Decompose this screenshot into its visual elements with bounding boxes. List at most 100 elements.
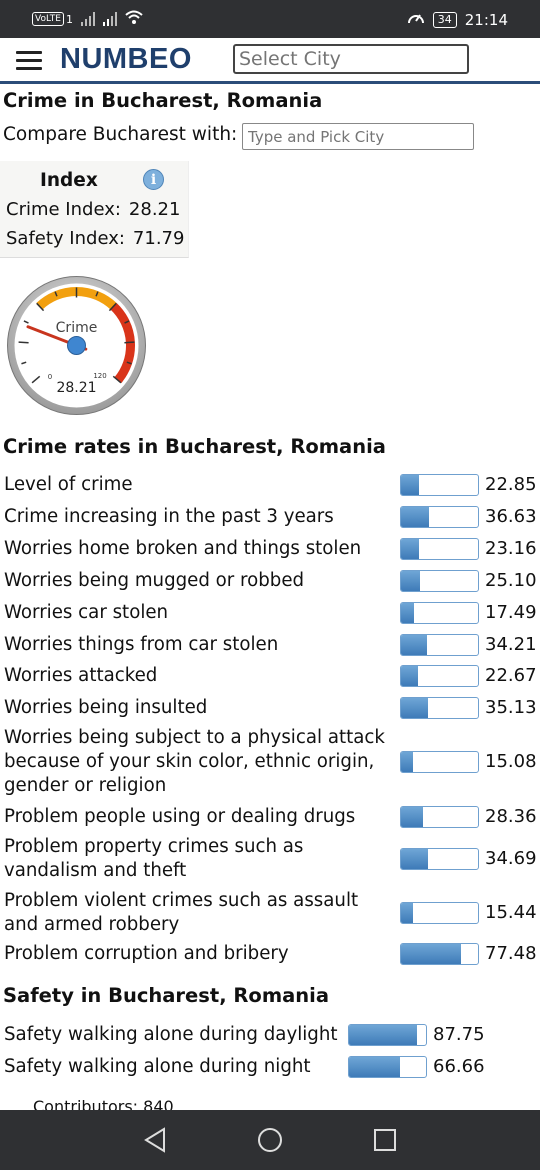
safety-title: Safety in Bucharest, Romania [3,984,330,1007]
crime-rate-value: 25.10 [485,570,537,591]
safety-bar [348,1056,427,1078]
crime-rate-row: Problem violent crimes such as assault a… [0,889,540,937]
crime-rate-bar [400,506,479,528]
safety-label: Safety walking alone during night [4,1056,311,1077]
wifi-icon [125,10,143,28]
crime-rate-bar [400,697,479,719]
safety-row: Safety walking alone during daylight 87.7… [0,1023,540,1047]
crime-rate-bar-fill [401,752,413,772]
crime-rate-value: 34.69 [485,848,537,869]
crime-rate-bar-fill [401,944,461,964]
crime-rate-bar [400,943,479,965]
crime-rate-label: Problem people using or dealing drugs [4,806,356,827]
crime-rate-row: Problem corruption and bribery 77.48 [0,942,540,966]
gauge-tick [126,361,132,365]
select-city-input[interactable] [233,44,469,74]
crime-rate-bar-fill [401,539,419,559]
crime-rate-row: Problem people using or dealing drugs 28.… [0,805,540,829]
crime-rate-label: Worries being mugged or robbed [4,570,305,591]
gauge-tick [95,291,99,297]
gauge-tick [124,320,130,324]
gauge-tick [23,320,29,324]
gauge-min-label: 0 [48,373,52,381]
top-navigation: NUMBEO [0,38,540,84]
sim-number: 1 [65,12,73,26]
safety-value: 66.66 [433,1056,485,1077]
safety-value: 87.75 [433,1024,485,1045]
crime-rate-label: Level of crime [4,474,133,495]
crime-rate-bar-fill [401,603,415,623]
crime-rate-label: Problem corruption and bribery [4,943,289,964]
crime-rate-row: Level of crime 22.85 [0,473,540,497]
crime-rate-bar [400,570,479,592]
battery-icon: 34 [432,12,457,28]
recent-apps-icon[interactable] [373,1128,397,1152]
compare-label: Compare Bucharest with: [3,124,238,145]
crime-gauge: Crime 0 120 28.21 [7,276,146,415]
crime-rate-value: 22.85 [485,474,537,495]
crime-rate-label: Worries being subject to a physical atta… [4,727,385,796]
crime-rate-row: Worries being mugged or robbed 25.10 [0,569,540,593]
crime-rate-value: 15.08 [485,751,537,772]
crime-rate-bar [400,751,479,773]
safety-bar-fill [349,1057,401,1077]
crime-rate-bar-fill [401,849,428,869]
signal-2-icon [102,12,117,26]
gauge-tick [31,375,41,384]
home-icon[interactable] [257,1127,283,1153]
crime-rate-bar-fill [401,571,421,591]
gauge-tick [108,302,117,312]
gauge-max-label: 120 [93,372,106,380]
crime-rate-bar-fill [401,807,423,827]
crime-rate-value: 34.21 [485,634,537,655]
signal-icon [80,12,95,26]
crime-rate-bar-fill [401,635,428,655]
crime-rate-row: Worries attacked 22.67 [0,664,540,688]
back-icon[interactable] [143,1127,167,1153]
crime-rate-row: Worries home broken and things stolen 23.… [0,537,540,561]
safety-bar-fill [349,1025,417,1045]
safety-row: Safety walking alone during night 66.66 [0,1055,540,1079]
crime-rate-bar-fill [401,903,413,923]
safety-index-label: Safety Index: [6,228,125,249]
crime-rates-title: Crime rates in Bucharest, Romania [3,435,386,458]
info-icon[interactable]: i [143,169,164,190]
gauge-tick [54,291,58,297]
crime-rate-bar [400,806,479,828]
crime-rate-value: 17.49 [485,602,537,623]
crime-rate-label: Crime increasing in the past 3 years [4,506,334,527]
crime-rate-row: Worries being insulted 35.13 [0,696,540,720]
numbeo-logo[interactable]: NUMBEO [60,43,192,75]
gauge-value: 28.21 [56,380,96,396]
crime-rate-value: 28.36 [485,806,537,827]
crime-rate-bar-fill [401,666,419,686]
crime-rate-label: Worries car stolen [4,602,169,623]
gauge-tick [36,302,45,312]
crime-rate-bar [400,665,479,687]
safety-index-row: Safety Index: 71.79 [6,228,184,249]
crime-rate-row: Problem property crimes such as vandalis… [0,835,540,883]
crime-rate-value: 35.13 [485,697,537,718]
crime-rate-value: 23.16 [485,538,537,559]
index-summary-box: Index i Crime Index: 28.21 Safety Index: 7… [0,161,189,258]
gauge-tick [21,361,27,365]
safety-label: Safety walking alone during daylight [4,1024,338,1045]
compare-city-input[interactable] [242,123,474,150]
hamburger-menu-icon[interactable] [16,51,42,71]
crime-rate-bar-fill [401,507,430,527]
crime-rate-row: Crime increasing in the past 3 years 36.6… [0,505,540,529]
crime-rate-bar [400,602,479,624]
crime-rate-bar [400,474,479,496]
crime-index-label: Crime Index: [6,199,121,220]
crime-index-row: Crime Index: 28.21 [6,199,180,220]
crime-rate-bar-fill [401,698,429,718]
safety-index-value: 71.79 [132,228,185,249]
crime-rate-row: Worries things from car stolen 34.21 [0,633,540,657]
crime-rate-label: Worries attacked [4,665,158,686]
crime-rate-value: 77.48 [485,943,537,964]
crime-rate-row: Worries car stolen 17.49 [0,601,540,625]
crime-rate-label: Worries home broken and things stolen [4,538,362,559]
status-bar: VoLTE 1 34 21:14 [0,0,540,38]
crime-rate-bar [400,634,479,656]
crime-rate-bar [400,848,479,870]
